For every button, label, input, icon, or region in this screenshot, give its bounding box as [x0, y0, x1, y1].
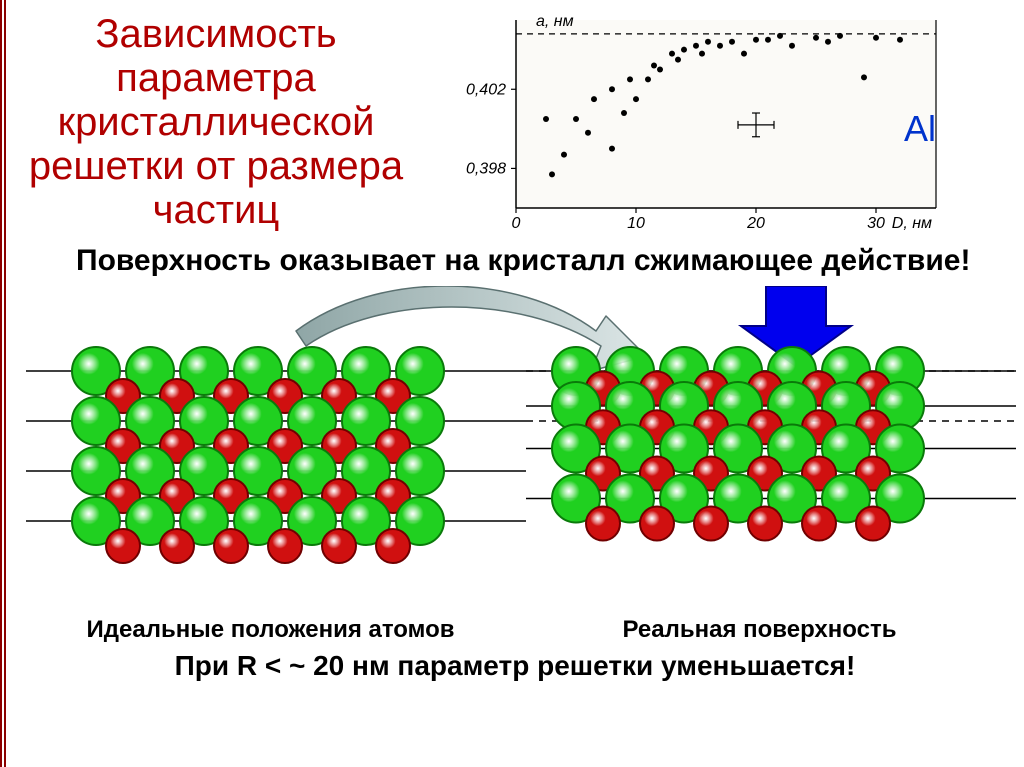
page-title: Зависимость параметра кристаллической ре… [16, 8, 416, 238]
body-statement: Поверхность оказывает на кристалл сжимаю… [6, 238, 1024, 286]
svg-text:10: 10 [627, 215, 645, 232]
caption-real: Реальная поверхность [525, 616, 994, 644]
svg-text:0,402: 0,402 [466, 81, 506, 98]
svg-text:30: 30 [867, 215, 885, 232]
conclusion-text: При R < ~ 20 нм параметр решетки уменьша… [6, 644, 1024, 682]
svg-text:0: 0 [512, 215, 521, 232]
chart-element-label: Al [904, 108, 936, 150]
caption-ideal: Идеальные положения атомов [36, 616, 505, 644]
scatter-chart: 0,398 0,402 0 10 20 30 a, нм D, нм Al [436, 8, 996, 238]
lattice-ideal [26, 347, 526, 563]
svg-text:a, нм: a, нм [536, 13, 574, 30]
lattice-diagrams [6, 286, 1024, 616]
lattice-real [526, 347, 1016, 541]
svg-text:0,398: 0,398 [466, 160, 506, 177]
svg-text:20: 20 [746, 215, 765, 232]
svg-text:D, нм: D, нм [892, 215, 932, 232]
